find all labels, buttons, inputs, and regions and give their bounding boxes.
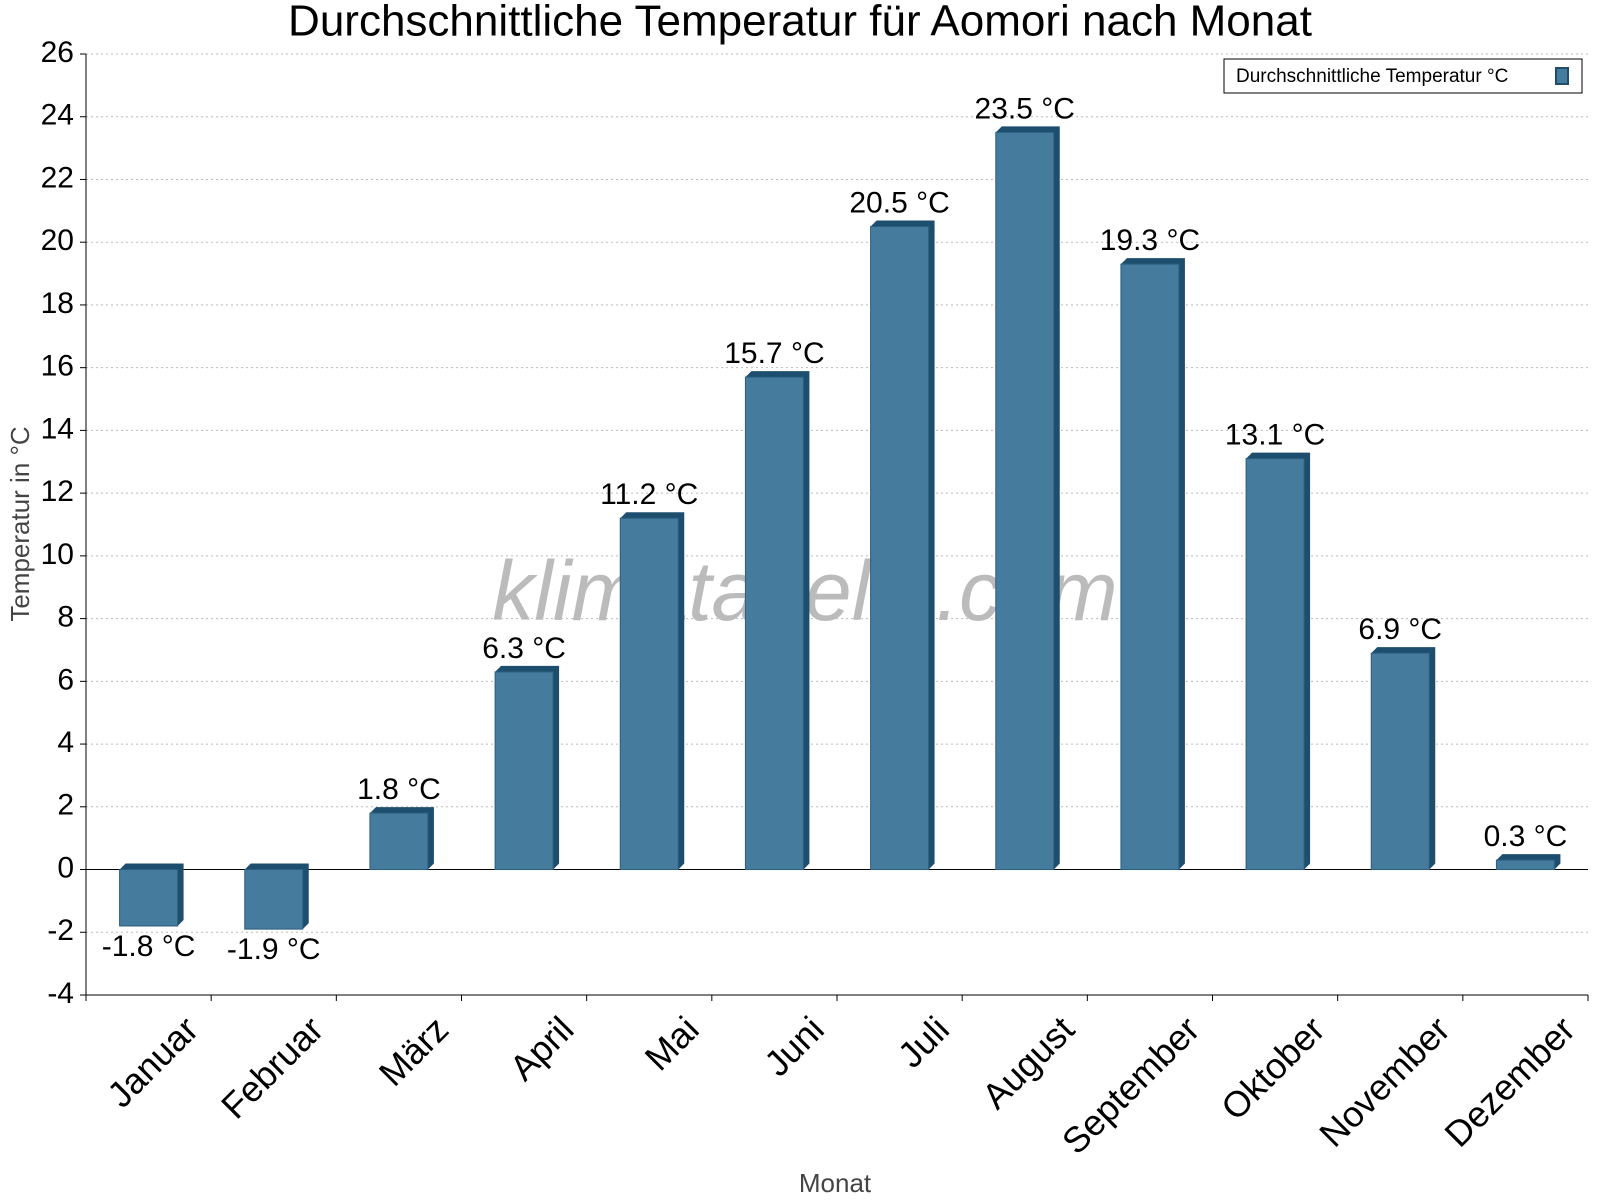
y-tick-label: 22 [41, 161, 74, 194]
data-label: -1.9 °C [227, 933, 321, 966]
y-tick-label: 14 [41, 412, 74, 445]
y-tick-label: 2 [57, 789, 74, 822]
x-tick-label: November [1311, 1008, 1457, 1154]
data-label: 13.1 °C [1225, 419, 1325, 452]
bar [1370, 652, 1430, 871]
data-label: 19.3 °C [1100, 224, 1200, 257]
x-tick-label: Februar [213, 1008, 331, 1126]
data-label: 6.3 °C [482, 632, 566, 665]
x-tick-label: August [974, 1008, 1082, 1116]
data-label: -1.8 °C [102, 930, 196, 963]
x-tick-label: März [371, 1008, 457, 1094]
x-tick-label: Dezember [1436, 1008, 1582, 1154]
x-tick-label: Juni [756, 1008, 832, 1084]
legend-swatch [1555, 67, 1569, 85]
data-label: 0.3 °C [1484, 820, 1568, 853]
bar [369, 812, 429, 871]
legend-label: Durchschnittliche Temperatur °C [1236, 66, 1508, 87]
data-label: 15.7 °C [724, 337, 824, 370]
x-axis-title: Monat [799, 1168, 872, 1198]
data-label: 23.5 °C [975, 92, 1075, 125]
y-tick-label: 12 [41, 475, 74, 508]
bar [1495, 859, 1555, 871]
bar [870, 226, 930, 871]
y-tick-label: 26 [41, 36, 74, 69]
bar [119, 869, 179, 927]
y-tick-label: -2 [47, 914, 74, 947]
y-tick-label: 24 [41, 99, 74, 132]
y-tick-label: 6 [57, 663, 74, 696]
bar [1120, 263, 1180, 871]
bar [244, 869, 304, 930]
y-tick-label: 4 [57, 726, 74, 759]
x-tick-label: September [1054, 1008, 1208, 1162]
y-tick-label: 10 [41, 538, 74, 571]
y-tick-label: -4 [47, 977, 74, 1010]
x-tick-label: Oktober [1213, 1008, 1333, 1128]
data-label: 20.5 °C [849, 186, 949, 219]
x-tick-label: Mai [637, 1008, 707, 1078]
legend-box [1223, 58, 1583, 94]
bar [995, 131, 1055, 871]
y-axis-title: Temperatur in °C [5, 426, 35, 621]
bar [494, 671, 554, 871]
y-tick-label: 20 [41, 224, 74, 257]
data-label: 1.8 °C [357, 773, 441, 806]
bar [619, 517, 679, 871]
y-tick-label: 0 [57, 851, 74, 884]
x-tick-label: Juli [890, 1008, 957, 1075]
data-label: 11.2 °C [600, 478, 698, 511]
y-tick-label: 16 [41, 350, 74, 383]
bar-depth [1496, 854, 1561, 870]
bar [1245, 458, 1305, 871]
chart-title: Durchschnittliche Temperatur für Aomori … [288, 0, 1312, 46]
x-tick-label: Januar [99, 1008, 206, 1115]
data-label: 6.9 °C [1358, 613, 1442, 646]
y-tick-label: 8 [57, 601, 74, 634]
x-tick-label: April [502, 1008, 582, 1088]
y-tick-label: 18 [41, 287, 74, 320]
bar [744, 376, 804, 871]
